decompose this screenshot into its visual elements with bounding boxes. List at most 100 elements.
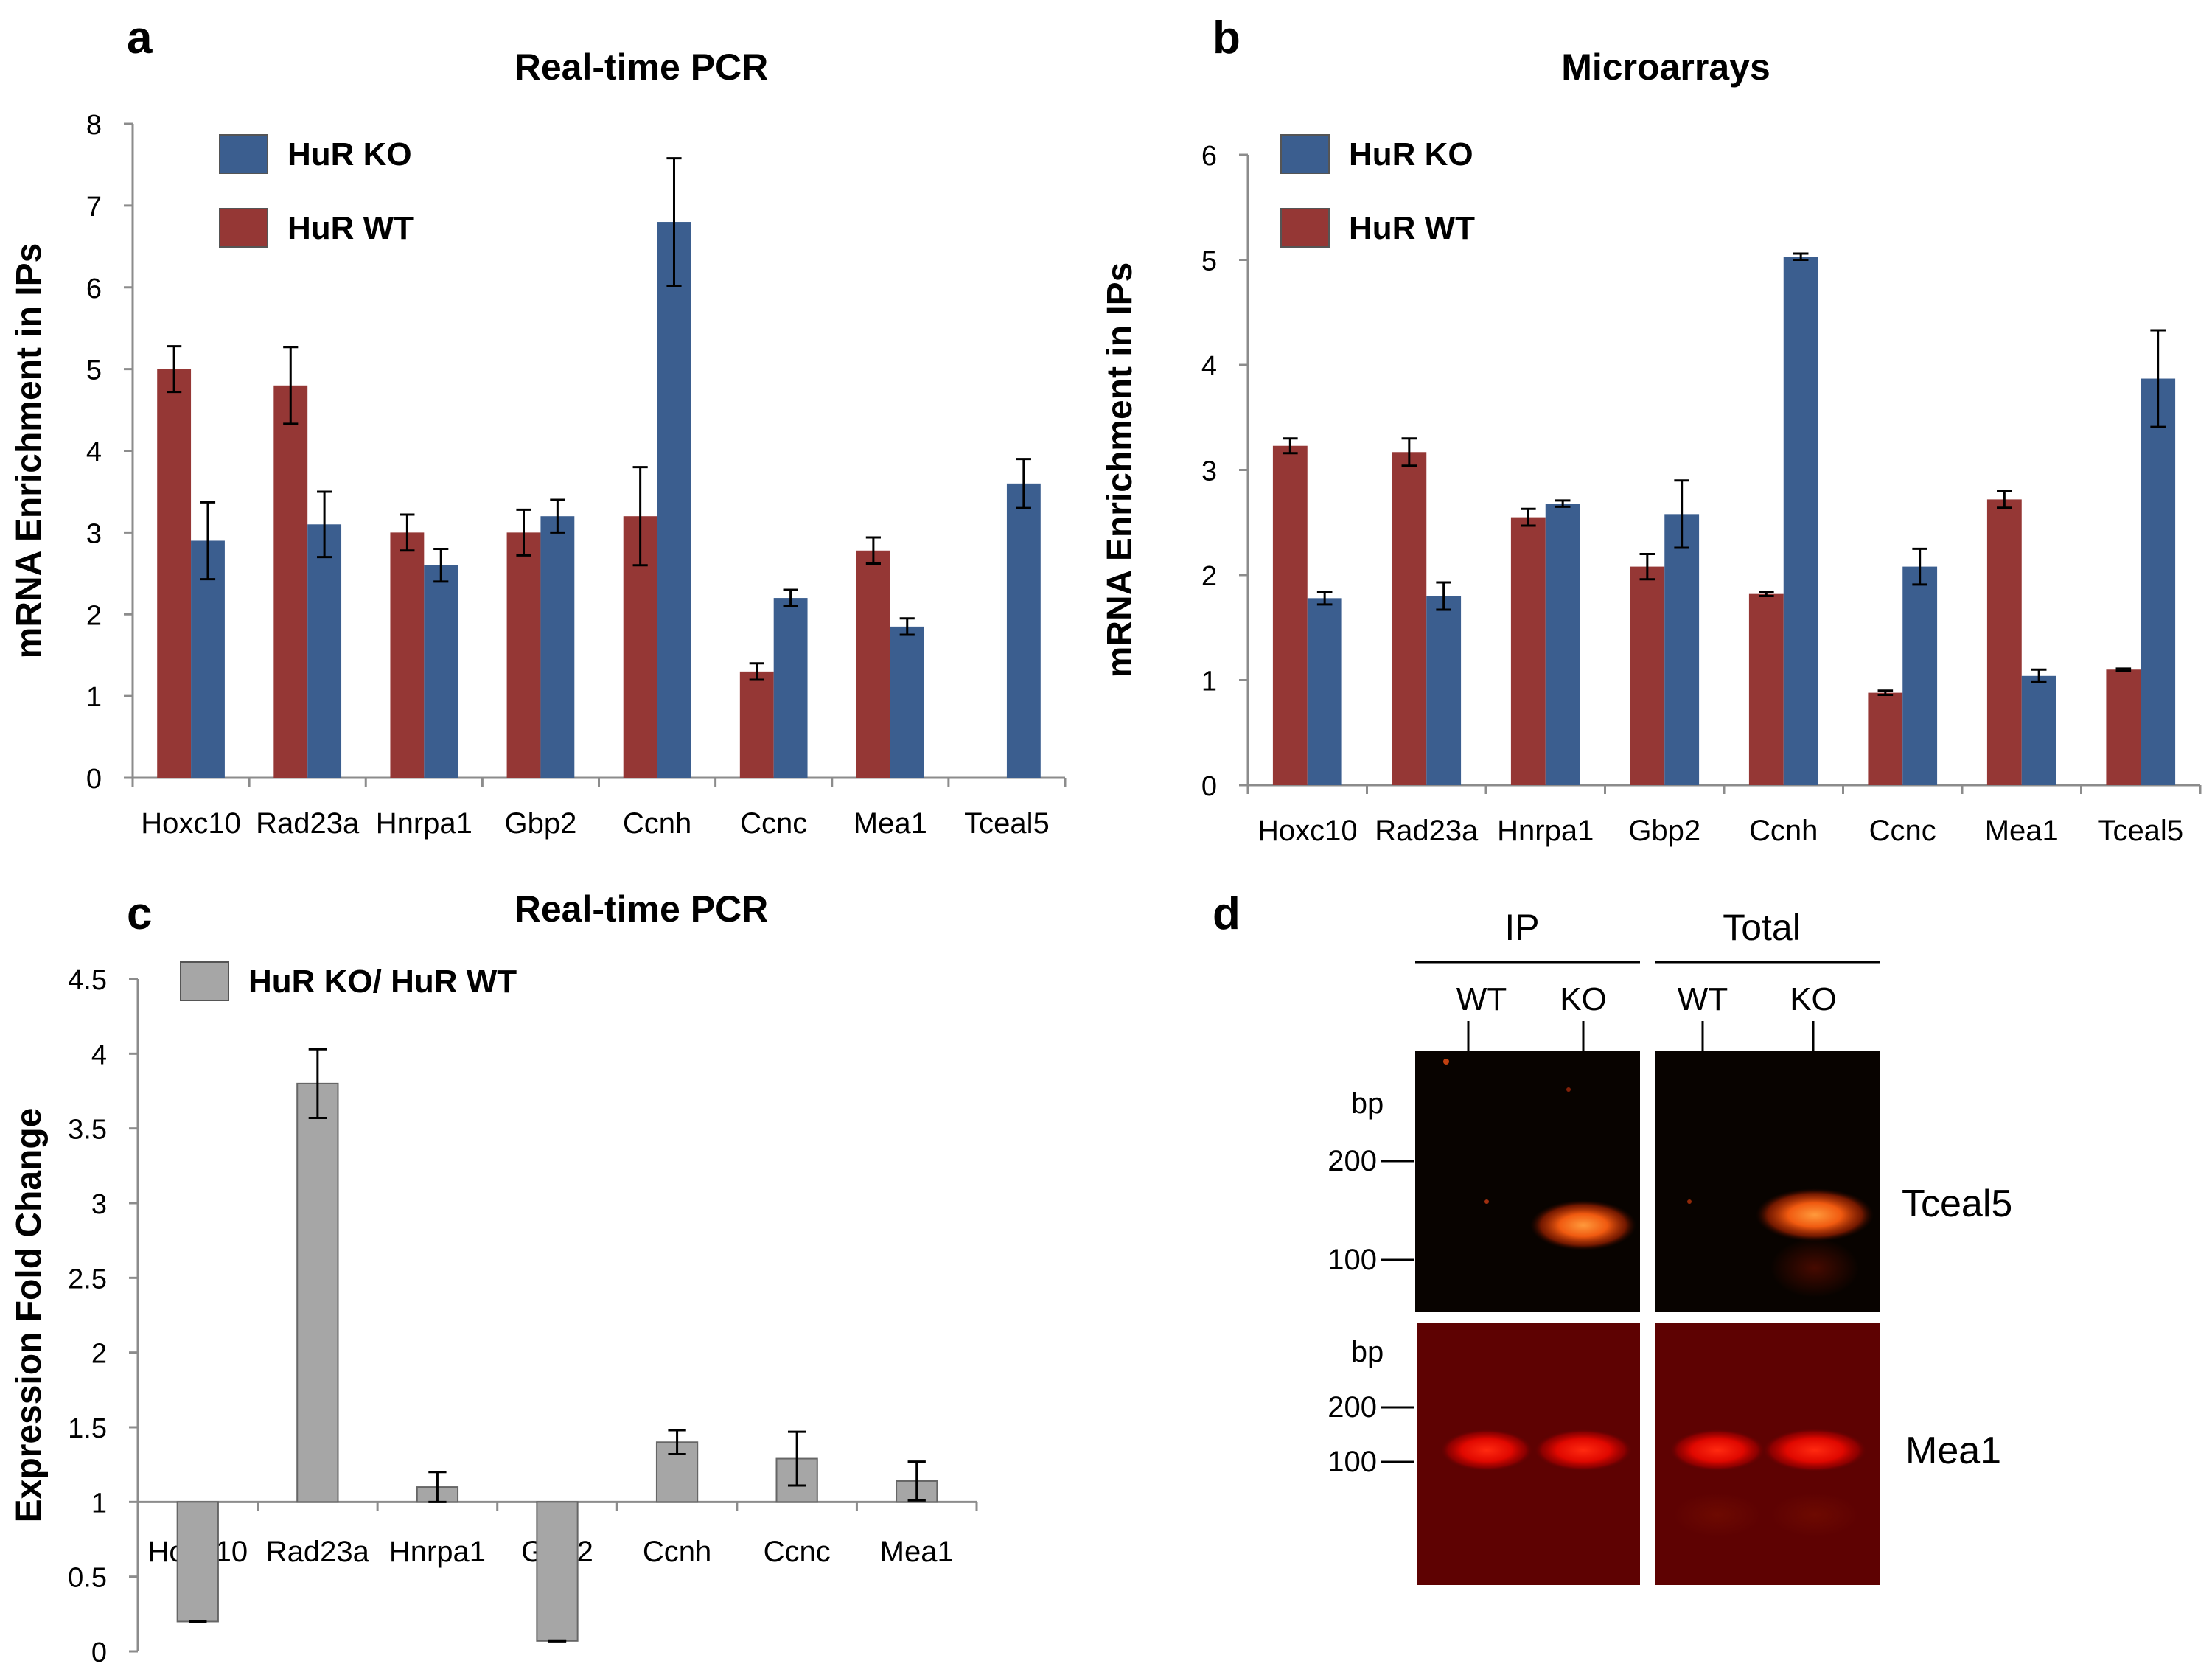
y-axis-label: mRNA Enrichment in IPs xyxy=(10,243,49,659)
gel-bp-label: bp xyxy=(1351,1087,1384,1120)
gel-marker-200: 200 xyxy=(1327,1391,1377,1424)
bar-hur-wt xyxy=(1986,499,2022,785)
bar-hur-ko xyxy=(1006,483,1041,778)
y-tick-label: 1.5 xyxy=(68,1413,107,1444)
bar-hur-ko xyxy=(1664,514,1700,785)
bar-hur-ko xyxy=(2021,675,2056,785)
bar-hur-wt xyxy=(390,532,425,778)
bar-hur-ko xyxy=(1783,257,1818,786)
bar-hur-wt xyxy=(1272,445,1308,785)
gel-group-total: Total xyxy=(1723,907,1801,948)
gel-lane-label: WT xyxy=(1456,981,1507,1017)
chart-title: Real-time PCR xyxy=(514,46,769,88)
gel-lane-label: KO xyxy=(1560,981,1607,1017)
bar-hur-wt xyxy=(273,385,308,778)
chart-title: Microarrays xyxy=(1561,46,1770,88)
gel-lane-label: WT xyxy=(1678,981,1728,1017)
bar-hur-wt xyxy=(739,671,774,778)
bar-hur-wt xyxy=(1868,692,1903,785)
x-tick-label: Rad23a xyxy=(1375,815,1479,847)
legend-swatch xyxy=(1280,134,1330,174)
x-tick-label: Rad23a xyxy=(256,807,360,840)
x-tick-label: Rad23a xyxy=(266,1536,370,1568)
y-tick-label: 0 xyxy=(91,1637,107,1668)
bar-hur-ko xyxy=(1545,504,1580,785)
y-tick-label: 6 xyxy=(1201,141,1217,172)
gel-band-mea1-total-wt xyxy=(1670,1429,1765,1471)
legend-label: HuR KO xyxy=(1349,136,1473,173)
y-tick-label: 4.5 xyxy=(68,965,107,996)
legend-swatch xyxy=(180,961,229,1001)
y-tick-label: 3 xyxy=(1201,456,1217,487)
x-tick-label: Hnrpa1 xyxy=(389,1536,486,1568)
legend-label: HuR KO/ HuR WT xyxy=(248,964,517,1000)
bar-hur-ko xyxy=(424,565,458,778)
x-tick-label: Ccnc xyxy=(1869,815,1936,847)
gel-speck xyxy=(1687,1199,1692,1204)
gel-marker-100: 100 xyxy=(1327,1244,1377,1276)
y-tick-label: 0 xyxy=(86,764,102,795)
chart-panel-c: Real-time PCR Expression Fold Change 0 0.5 1… xyxy=(10,888,978,1668)
x-tick-label: Gbp2 xyxy=(1628,815,1700,847)
bar-hur-wt xyxy=(1748,593,1784,785)
chart-title: Real-time PCR xyxy=(514,888,769,930)
gel-speck xyxy=(1566,1087,1571,1092)
legend-label: HuR WT xyxy=(1349,210,1475,246)
gel-band-tceal5-ip-ko xyxy=(1530,1200,1636,1250)
x-tick-label: Tceal5 xyxy=(964,807,1050,840)
x-tick-label: Hoxc10 xyxy=(1257,815,1358,847)
x-tick-label: Ccnh xyxy=(623,807,691,840)
gel-bp-label: bp xyxy=(1351,1336,1384,1368)
bar-hur-ko xyxy=(890,626,924,778)
gel-lane-label: KO xyxy=(1790,981,1837,1017)
y-tick-label: 0 xyxy=(1201,771,1217,802)
legend-label: HuR WT xyxy=(287,210,414,246)
gel-gene-label-mea1: Mea1 xyxy=(1905,1429,2001,1472)
y-tick-label: 1 xyxy=(1201,666,1217,697)
y-axis-label: Expression Fold Change xyxy=(10,1108,49,1523)
gel-smear-tceal5-total-ko xyxy=(1770,1239,1859,1297)
y-axis-label: mRNA Enrichment in IPs xyxy=(1100,262,1140,678)
y-tick-label: 4 xyxy=(1201,351,1217,382)
gel-band-mea1-ip-wt xyxy=(1441,1429,1532,1471)
x-tick-label: Mea1 xyxy=(1985,815,2059,847)
panel-label-c: c xyxy=(127,888,152,939)
bar-hur-ko xyxy=(540,516,575,778)
panel-label-b: b xyxy=(1213,13,1241,63)
gel-smear-mea1-total-ko xyxy=(1770,1493,1859,1537)
bar-hur-ko-hur-wt xyxy=(176,1501,219,1623)
bar-hur-ko xyxy=(657,222,691,778)
gel-speck xyxy=(1443,1059,1449,1065)
gel-speck xyxy=(1484,1199,1489,1204)
x-tick-label: Ccnc xyxy=(740,807,807,840)
x-tick-label: Ccnh xyxy=(643,1536,711,1568)
y-tick-label: 3.5 xyxy=(68,1115,107,1146)
gel-band-tceal5-total-ko xyxy=(1756,1188,1874,1241)
gel-group-ip: IP xyxy=(1504,907,1539,948)
panel-label-a: a xyxy=(127,13,153,63)
y-tick-label: 4 xyxy=(91,1039,107,1070)
bar-hur-wt xyxy=(1392,452,1427,785)
gel-band-mea1-ip-ko xyxy=(1535,1429,1632,1471)
x-tick-label: Gbp2 xyxy=(505,807,577,840)
x-tick-label: Mea1 xyxy=(854,807,927,840)
x-tick-label: Hnrpa1 xyxy=(1497,815,1594,847)
gel-marker-200: 200 xyxy=(1327,1145,1377,1177)
y-tick-label: 3 xyxy=(86,518,102,549)
panel-label-d: d xyxy=(1213,888,1241,939)
x-tick-label: Hoxc10 xyxy=(141,807,241,840)
gel-smear-mea1-total-wt xyxy=(1673,1493,1762,1537)
x-tick-label: Tceal5 xyxy=(2098,815,2183,847)
legend-label: HuR KO xyxy=(287,136,412,173)
y-tick-label: 5 xyxy=(1201,246,1217,277)
x-tick-label: Hnrpa1 xyxy=(376,807,472,840)
bar-hur-ko xyxy=(307,524,342,778)
y-tick-label: 4 xyxy=(86,437,102,468)
y-tick-label: 3 xyxy=(91,1189,107,1220)
y-tick-label: 1 xyxy=(91,1488,107,1519)
y-tick-label: 7 xyxy=(86,192,102,223)
y-tick-label: 2 xyxy=(86,600,102,631)
gel-image-tceal5-ip xyxy=(1415,1051,1640,1312)
y-tick-label: 0.5 xyxy=(68,1563,107,1594)
